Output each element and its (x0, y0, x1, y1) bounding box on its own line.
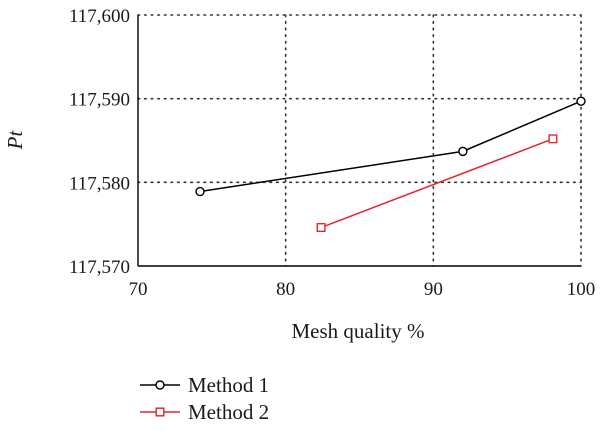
series-2 (316, 134, 558, 233)
series-line (199, 100, 582, 193)
x-tick-label: 70 (129, 279, 148, 300)
data-point-square (548, 134, 558, 144)
data-point-circle (155, 380, 165, 390)
data-point-circle (195, 186, 205, 197)
series-line (320, 138, 554, 229)
legend-label: Method 2 (188, 400, 269, 424)
legend: Method 1 Method 2 (140, 373, 269, 424)
axes (137, 15, 581, 267)
x-axis-label: Mesh quality % (292, 319, 425, 343)
data-point-square (155, 407, 165, 417)
series (195, 96, 586, 233)
x-tick-label: 80 (276, 279, 295, 300)
y-tick-label: 117,580 (69, 173, 130, 194)
x-tick-label: 100 (567, 279, 596, 300)
legend-label: Method 1 (188, 373, 269, 397)
y-axis-label: Pt (3, 130, 27, 151)
series-1 (195, 96, 586, 197)
y-tick-label: 117,590 (69, 90, 130, 111)
tick-labels: 70 80 90 100 117,570 117,580 117,590 117,600 (69, 6, 595, 300)
data-point-square (316, 223, 326, 233)
data-point-circle (458, 146, 468, 157)
legend-item: Method 2 (140, 400, 269, 424)
x-tick-label: 90 (424, 279, 443, 300)
grid (137, 14, 582, 267)
y-tick-label: 117,600 (69, 6, 130, 27)
y-tick-label: 117,570 (69, 257, 130, 278)
legend-item: Method 1 (140, 373, 269, 397)
data-point-circle (576, 96, 586, 106)
